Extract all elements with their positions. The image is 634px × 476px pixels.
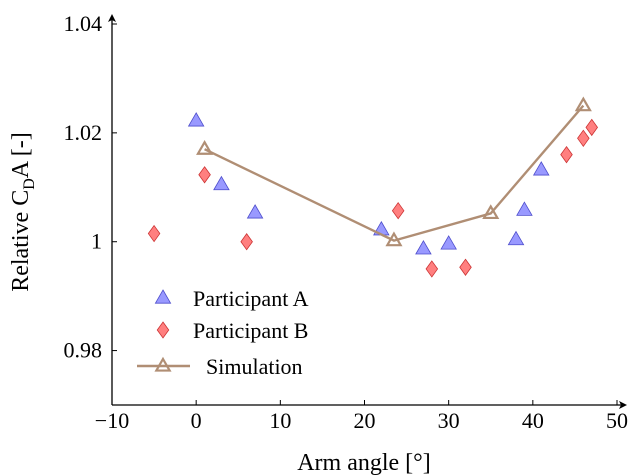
x-tick-label: 30: [438, 408, 460, 433]
data-point: [415, 239, 432, 255]
data-point: [574, 96, 592, 112]
data-point: [516, 201, 533, 216]
axes: [108, 14, 627, 409]
data-point: [440, 235, 457, 250]
data-point: [585, 118, 599, 137]
y-axis-label: Relative CDA [-]: [8, 132, 38, 292]
series-simulation: [196, 96, 592, 247]
data-point: [385, 231, 403, 247]
simulation-line: [204, 104, 585, 242]
y-tick-label: 1.02: [64, 120, 103, 145]
data-point: [532, 161, 550, 176]
legend-marker: [156, 321, 170, 339]
ticks: −10 0 10 20 30 40 50 0.98 1 1.02 1.04: [64, 11, 629, 433]
y-tick-label: 0.98: [64, 338, 103, 363]
y-axis-label-rest: A [-]: [8, 132, 34, 178]
x-tick-label: 10: [269, 408, 291, 433]
data-point: [425, 260, 439, 278]
x-axis-arrow: [619, 401, 627, 409]
data-point: [240, 233, 253, 251]
data-point: [482, 204, 500, 220]
legend-entry-participant-b: Participant B: [156, 318, 308, 343]
legend-marker: [154, 289, 172, 304]
y-axis-label-subscript: D: [21, 178, 38, 190]
data-point: [459, 258, 472, 276]
y-axis-label-main: Relative C: [8, 190, 34, 292]
series-participant-b: [147, 118, 599, 278]
legend-entry-participant-a: Participant A: [154, 286, 309, 311]
x-axis-label: Arm angle [°]: [297, 450, 431, 476]
x-tick-label: 40: [522, 408, 544, 433]
series-participant-a: [187, 112, 550, 255]
x-tick-label: 0: [191, 408, 202, 433]
y-tick-label: 1: [91, 229, 102, 254]
legend-label: Participant A: [193, 286, 309, 311]
legend-label: Participant B: [193, 318, 308, 343]
data-point: [147, 224, 161, 243]
x-tick-label: −10: [95, 408, 129, 433]
legend-entry-simulation: Simulation: [137, 354, 303, 379]
data-point: [196, 139, 214, 155]
series: [147, 96, 599, 278]
data-point: [187, 112, 205, 127]
data-point: [560, 145, 573, 164]
x-tick-label: 20: [354, 408, 376, 433]
legend: Participant A Participant B Simulation: [137, 286, 309, 379]
x-tick-label: 50: [606, 408, 628, 433]
legend-marker: [154, 356, 172, 372]
legend-label: Simulation: [206, 354, 303, 379]
data-point: [577, 129, 590, 147]
data-point: [391, 202, 405, 220]
data-point: [198, 166, 211, 184]
y-tick-label: 1.04: [64, 11, 103, 36]
data-point: [507, 230, 525, 246]
data-point: [213, 175, 230, 191]
y-axis-arrow: [108, 14, 116, 22]
data-point: [246, 204, 264, 219]
